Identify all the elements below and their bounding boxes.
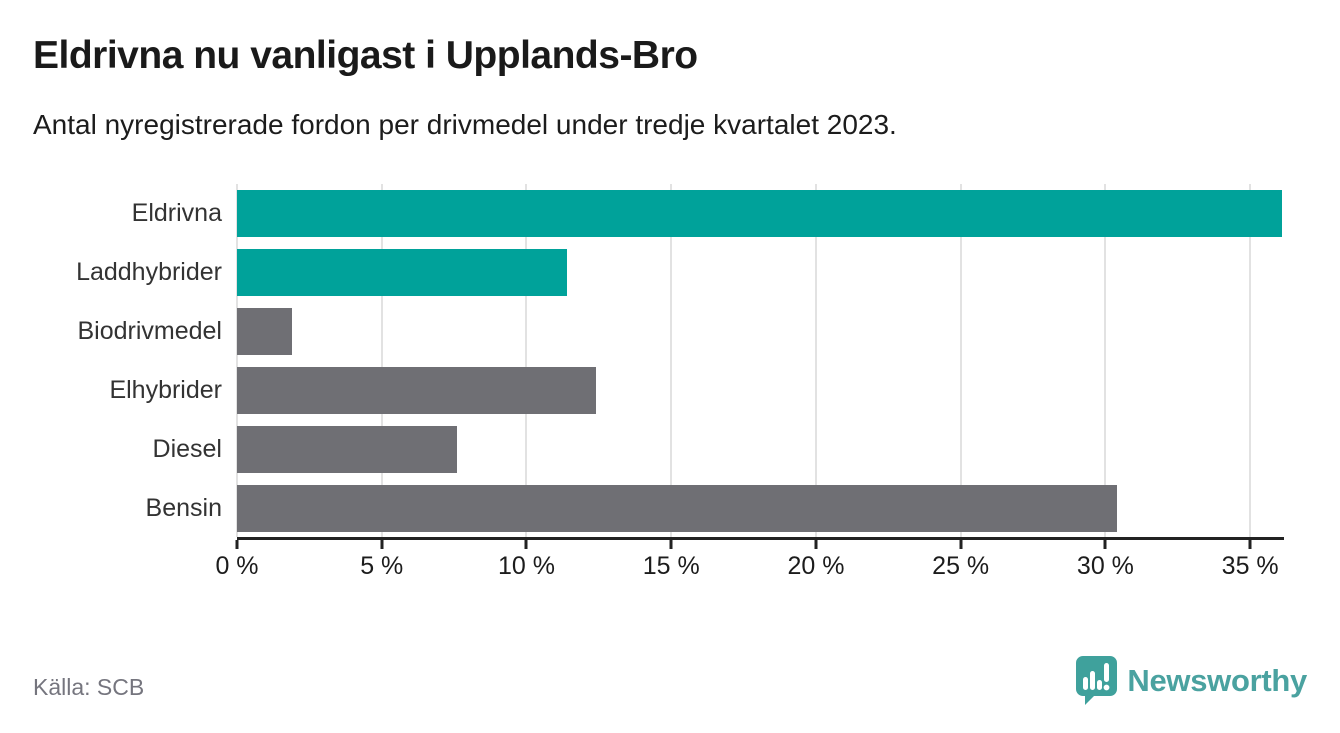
tick-mark	[814, 540, 818, 549]
newsworthy-bubble-icon	[1076, 656, 1118, 705]
gridline	[670, 184, 673, 537]
category-label: Eldrivna	[131, 199, 222, 227]
category-label: Biodrivmedel	[77, 317, 222, 345]
bar-chart-plot-area: Eldrivna Laddhybrider Biodrivmedel Elhybrid…	[76, 184, 1282, 538]
tick-mark	[1103, 540, 1107, 549]
chart-subtitle: Antal nyregistrerade fordon per drivmede…	[33, 109, 897, 140]
bar-bensin	[237, 485, 1117, 532]
tick-label: 5 %	[360, 552, 404, 580]
bar-row: Elhybrider	[109, 361, 1282, 420]
tick-label: 15 %	[642, 552, 700, 580]
gridline	[814, 184, 817, 537]
tick-label: 30 %	[1076, 552, 1134, 580]
bar-row: Eldrivna	[132, 184, 1282, 243]
tick-label: 10 %	[497, 552, 555, 580]
tick-label: 35 %	[1221, 552, 1279, 580]
tick-label: 25 %	[932, 552, 990, 580]
gridlines	[236, 184, 1282, 538]
gridline	[959, 184, 962, 537]
bar-row: Bensin	[146, 479, 1282, 538]
tick-label: 20 %	[787, 552, 845, 580]
bar-row: Biodrivmedel	[77, 302, 1282, 361]
chart-title: Eldrivna nu vanligast i Upplands-Bro	[33, 34, 698, 77]
bar-rows: Eldrivna Laddhybrider Biodrivmedel Elhybrid…	[76, 184, 1282, 538]
bar-eldrivna	[237, 190, 1282, 237]
bar-diesel	[237, 426, 457, 473]
bar-laddhybrider	[237, 249, 567, 296]
bar-elhybrider	[237, 367, 596, 414]
tick-mark	[669, 540, 673, 549]
gridline	[1104, 184, 1107, 537]
brand-name: Newsworthy	[1127, 662, 1307, 698]
tick-mark	[235, 540, 239, 549]
category-label: Elhybrider	[109, 376, 222, 404]
gridline	[1249, 184, 1252, 537]
tick-mark	[959, 540, 963, 549]
gridline	[525, 184, 528, 537]
gridline	[380, 184, 383, 537]
bar-row: Laddhybrider	[76, 243, 1282, 302]
x-axis-line	[237, 537, 1284, 540]
tick-label: 0 %	[215, 552, 259, 580]
category-label: Diesel	[152, 435, 222, 463]
bar-biodrivmedel	[237, 308, 292, 355]
tick-mark	[380, 540, 384, 549]
bar-row: Diesel	[153, 420, 1282, 479]
category-label: Laddhybrider	[76, 258, 222, 286]
gridline	[236, 184, 238, 537]
category-label: Bensin	[145, 494, 222, 522]
tick-mark	[1248, 540, 1252, 549]
newsworthy-logo[interactable]: Newsworthy	[1076, 656, 1307, 705]
source-note: Källa: SCB	[33, 674, 145, 700]
tick-mark	[524, 540, 528, 549]
